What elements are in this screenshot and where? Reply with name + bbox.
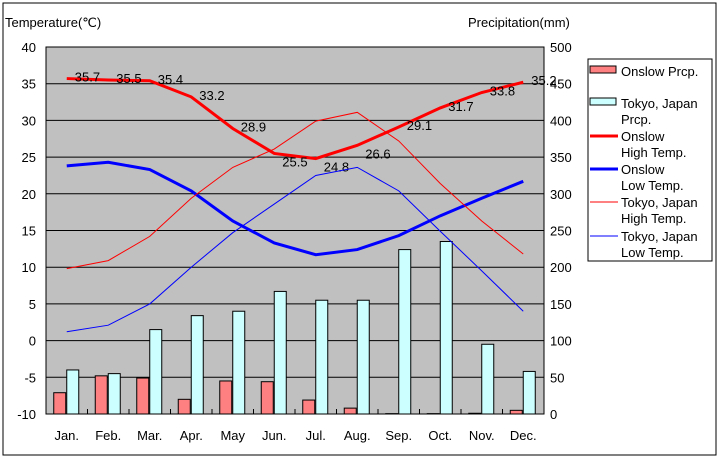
left-tick-label: 10 bbox=[22, 260, 36, 275]
data-label: 24.8 bbox=[324, 160, 349, 175]
right-tick-label: 350 bbox=[550, 150, 572, 165]
left-tick-label: 0 bbox=[29, 334, 36, 349]
bar-tokyo-precip bbox=[522, 370, 536, 415]
legend-label: Onslow bbox=[621, 129, 665, 144]
bar-tokyo-precip bbox=[107, 373, 121, 415]
left-tick-label: 15 bbox=[22, 224, 36, 239]
bar-onslow-precip bbox=[136, 377, 150, 415]
line-onslow-low-temp- bbox=[66, 160, 524, 257]
x-tick-label: May bbox=[220, 428, 245, 443]
bar-onslow-precip bbox=[343, 407, 357, 415]
bar-tokyo-precip bbox=[315, 299, 329, 415]
bar-tokyo-precip bbox=[398, 249, 412, 415]
legend-label: Low Temp. bbox=[621, 245, 684, 260]
x-tick-label: Jul. bbox=[306, 428, 326, 443]
bar-onslow-precip bbox=[94, 375, 108, 415]
bar-onslow-precip bbox=[53, 392, 67, 415]
x-tick-label: Aug. bbox=[344, 428, 371, 443]
bar-tokyo-precip bbox=[439, 241, 453, 415]
data-label: 35.4 bbox=[158, 72, 183, 87]
legend-swatch bbox=[589, 97, 617, 106]
line-tokyo-japan-high-temp- bbox=[66, 111, 524, 270]
left-tick-label: 40 bbox=[22, 40, 36, 55]
bar-onslow-precip bbox=[219, 380, 233, 415]
data-label: 33.8 bbox=[490, 84, 515, 99]
data-label: 28.9 bbox=[241, 119, 266, 134]
legend-label: Low Temp. bbox=[621, 178, 684, 193]
left-tick-label: 20 bbox=[22, 187, 36, 202]
right-tick-label: 500 bbox=[550, 40, 572, 55]
x-tick-label: Jun. bbox=[262, 428, 287, 443]
x-tick-label: Sep. bbox=[385, 428, 412, 443]
data-label: 35.7 bbox=[75, 70, 100, 85]
x-tick-label: Nov. bbox=[469, 428, 495, 443]
x-tick-label: Dec. bbox=[510, 428, 537, 443]
legend-label: Tokyo, Japan bbox=[621, 195, 698, 210]
bar-onslow-precip bbox=[260, 381, 274, 415]
bar-tokyo-precip bbox=[149, 329, 163, 415]
right-tick-label: 450 bbox=[550, 77, 572, 92]
right-tick-label: 150 bbox=[550, 297, 572, 312]
data-label: 35.2 bbox=[531, 73, 556, 88]
legend-label: High Temp. bbox=[621, 211, 687, 226]
right-tick-label: 50 bbox=[550, 370, 564, 385]
left-tick-label: 30 bbox=[22, 113, 36, 128]
right-tick-label: 200 bbox=[550, 260, 572, 275]
line-tokyo-japan-low-temp- bbox=[66, 166, 524, 333]
legend-label: Tokyo, Japan bbox=[621, 96, 698, 111]
left-tick-label: 25 bbox=[22, 150, 36, 165]
bar-tokyo-precip bbox=[190, 315, 204, 415]
data-label: 35.5 bbox=[116, 71, 141, 86]
right-tick-label: 300 bbox=[550, 187, 572, 202]
left-tick-label: 35 bbox=[22, 77, 36, 92]
line-onslow-high-temp- bbox=[66, 77, 524, 161]
data-label: 25.5 bbox=[282, 154, 307, 169]
right-tick-label: 0 bbox=[550, 407, 557, 422]
bar-onslow-precip bbox=[177, 398, 191, 415]
legend-label: Onslow Prcp. bbox=[621, 64, 698, 79]
bar-tokyo-precip bbox=[232, 310, 246, 415]
bar-tokyo-precip bbox=[66, 369, 80, 415]
legend-label: Prcp. bbox=[621, 112, 651, 127]
bar-tokyo-precip bbox=[481, 343, 495, 415]
right-tick-label: 400 bbox=[550, 113, 572, 128]
bar-onslow-precip bbox=[468, 412, 482, 415]
legend-label: High Temp. bbox=[621, 145, 687, 160]
legend-label: Onslow bbox=[621, 162, 665, 177]
data-label: 31.7 bbox=[448, 99, 473, 114]
x-tick-label: Apr. bbox=[180, 428, 203, 443]
left-axis-title: Temperature(℃) bbox=[5, 15, 101, 30]
right-axis-title: Precipitation(mm) bbox=[468, 15, 570, 30]
left-tick-label: 5 bbox=[29, 297, 36, 312]
right-tick-label: 250 bbox=[550, 224, 572, 239]
x-tick-label: Feb. bbox=[95, 428, 121, 443]
legend-label: Tokyo, Japan bbox=[621, 229, 698, 244]
bar-onslow-precip bbox=[302, 399, 316, 415]
right-tick-label: 100 bbox=[550, 334, 572, 349]
data-label: 26.6 bbox=[365, 146, 390, 161]
x-tick-label: Oct. bbox=[428, 428, 452, 443]
legend-swatch bbox=[589, 65, 617, 74]
bar-tokyo-precip bbox=[356, 299, 370, 415]
left-tick-label: -10 bbox=[17, 407, 36, 422]
x-tick-label: Mar. bbox=[137, 428, 162, 443]
data-label: 29.1 bbox=[407, 118, 432, 133]
legend-box bbox=[587, 58, 713, 262]
bar-onslow-precip bbox=[509, 409, 523, 415]
left-tick-label: -5 bbox=[24, 370, 36, 385]
x-tick-label: Jan. bbox=[54, 428, 79, 443]
bar-tokyo-precip bbox=[273, 290, 287, 415]
data-label: 33.2 bbox=[199, 88, 224, 103]
